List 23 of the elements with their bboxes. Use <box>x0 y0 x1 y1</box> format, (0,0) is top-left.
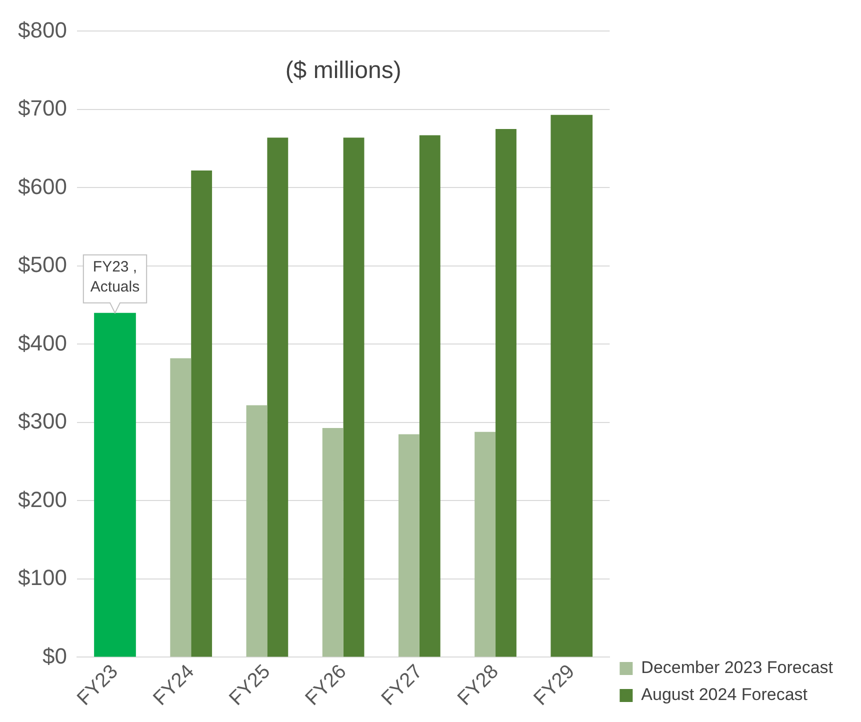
y-tick-label: $700 <box>18 96 67 121</box>
bar <box>343 138 364 657</box>
y-tick-label: $500 <box>18 252 67 278</box>
y-tick-label: $100 <box>18 565 67 590</box>
legend-label: August 2024 Forecast <box>641 685 808 704</box>
bar <box>267 138 288 657</box>
bar <box>191 170 212 657</box>
bar <box>496 129 516 657</box>
annotation: FY23 , Actuals <box>90 258 140 296</box>
bar <box>170 358 192 657</box>
y-tick-label: $0 <box>42 643 67 668</box>
bar <box>322 428 344 657</box>
y-tick-label: $800 <box>18 17 67 42</box>
y-tick-label: $200 <box>18 486 67 512</box>
y-tick-label: $300 <box>18 408 67 434</box>
bar <box>419 135 440 657</box>
bar <box>474 432 496 657</box>
text: ($ millions) <box>285 56 402 84</box>
y-tick-label: $600 <box>18 174 67 199</box>
legend-label: December 2023 Forecast <box>641 658 834 678</box>
bar <box>246 405 268 657</box>
y-tick-label: $400 <box>18 330 67 356</box>
bar <box>398 434 420 657</box>
